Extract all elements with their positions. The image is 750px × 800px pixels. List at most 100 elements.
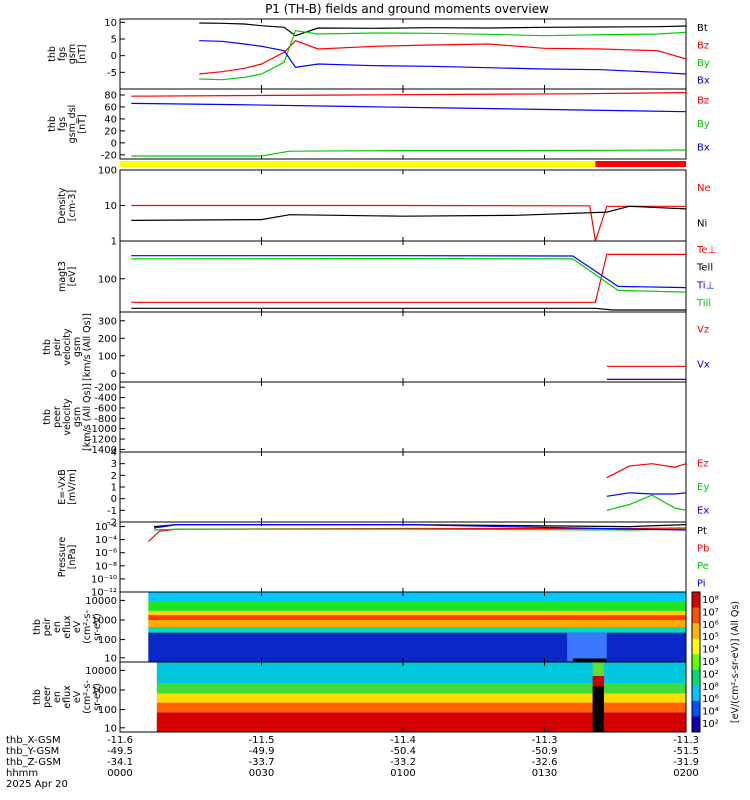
series-line-Pi — [153, 523, 687, 531]
ephemeris-value: -49.9 — [249, 746, 275, 757]
y-axis-label: [eV] — [67, 267, 78, 287]
y-tick-label: 0 — [111, 494, 117, 505]
y-tick-label: -200 — [94, 383, 117, 394]
y-axis-label: gsm — [72, 407, 83, 427]
y-axis-label: peer — [42, 686, 53, 708]
y-axis-label: eflux — [62, 615, 73, 639]
y-tick-label: 100 — [98, 166, 117, 177]
colorbar-segment — [692, 607, 700, 624]
y-tick-label: 1 — [111, 237, 117, 248]
colorbar-tick-label: 10⁷ — [702, 607, 719, 618]
y-tick-label: 4 — [111, 448, 117, 459]
spectrogram-band — [148, 620, 687, 627]
y-tick-label: -1000 — [88, 424, 117, 435]
ephemeris-row-label: thb_Z-GSM — [6, 757, 61, 768]
y-tick-label: 10⁻¹⁰ — [91, 574, 117, 585]
y-axis-label: thb — [42, 409, 53, 425]
colorbar-segment — [692, 685, 700, 702]
ephemeris-value: -51.5 — [673, 746, 699, 757]
y-tick-label: -2 — [107, 518, 117, 529]
y-axis-label: Density — [57, 187, 68, 223]
y-tick-label: 10000 — [85, 596, 117, 607]
panel-peir-velocity: 300 200 100 0 Vz Vx thb peir velocity gsm [km/s (A… — [42, 311, 710, 383]
legend-entry: By — [697, 119, 710, 130]
y-axis-label: (cm²-s- — [82, 680, 93, 714]
y-axis-label: velocity — [62, 398, 73, 436]
y-axis-label: peir — [52, 338, 63, 357]
series-line-Ne — [131, 204, 686, 242]
y-axis-label: [km/s (All Qs)] — [82, 313, 93, 381]
colorbar-segment — [692, 623, 700, 640]
y-axis-label: thb — [47, 46, 58, 62]
ephemeris-value: -33.7 — [249, 757, 275, 768]
y-axis-label: E=-VxB — [57, 469, 68, 504]
y-tick-label: 1000 — [92, 616, 117, 627]
y-tick-label: 100 — [98, 274, 117, 285]
series-line-Bx — [199, 40, 687, 75]
panel-peer-spectrogram: 10000 1000 100 10 thb peer en eflux eV (cm²-s-sr-… — [32, 661, 687, 734]
legend-entry: Ti⊥ — [696, 280, 714, 291]
legend-entry: Ex — [697, 505, 709, 516]
colorbar-tick-label: 10² — [702, 669, 719, 680]
spectrogram-band — [156, 683, 687, 694]
y-tick-label: -400 — [94, 393, 117, 404]
panel-temperature: 100 Te⊥ Tell Ti⊥ Till magt3 [eV] — [57, 240, 716, 313]
y-axis-label: gsm — [72, 337, 83, 357]
ephemeris-value: 0130 — [532, 768, 557, 779]
spectrogram-band — [156, 702, 687, 713]
panel-frame — [119, 88, 687, 160]
ephemeris-value: -34.1 — [107, 757, 133, 768]
ephemeris-row-label: 2025 Apr 20 — [6, 779, 68, 790]
panel-fgs: 10 5 0 -5 Bt Bz By Bx thb fgs gsm [nT] — [47, 18, 710, 90]
series-line-Pe — [153, 528, 687, 531]
spectrogram-band — [148, 610, 687, 616]
series-line-Bz — [131, 92, 687, 97]
panel-frame — [119, 381, 687, 453]
panel-pressure: 10⁻² 10⁻⁴ 10⁻⁶ 10⁻⁸ 10⁻¹⁰ 10⁻¹² Pt Pb Pe Pi Pressu… — [57, 521, 709, 599]
quality-bar-yellow — [120, 161, 596, 167]
panel-peer-velocity: -200-400-600-800-1000-1200-1400 thb peer ve… — [42, 381, 687, 456]
series-line-Till — [131, 257, 687, 293]
legend-entry: Ey — [697, 482, 709, 493]
legend-entry: By — [697, 58, 710, 69]
panel-frame — [119, 521, 687, 593]
spectrogram-band — [148, 627, 687, 633]
y-tick-label: 10⁻⁶ — [95, 548, 117, 559]
y-axis-label: [cm-3] — [67, 190, 78, 221]
colorbar-tick-label: 10⁸ — [702, 682, 719, 693]
chart-title: P1 (TH-B) fields and ground moments over… — [265, 2, 549, 16]
spectrogram-band — [148, 615, 687, 620]
ephemeris-value: -31.9 — [673, 757, 699, 768]
colorbar-segment — [692, 592, 700, 609]
colorbar-tick-label: 10⁴ — [702, 707, 719, 718]
series-line-Bz — [199, 40, 687, 75]
ephemeris-row-label: thb_Y-GSM — [6, 746, 59, 757]
colorbar: 10⁸10⁷10⁶10⁵10⁴10³10²10⁸10⁶10⁴10²[eV/(cm… — [691, 591, 741, 733]
y-axis-label: eV — [72, 620, 83, 633]
colorbar-label: [eV/(cm²-s-sr-eV)] (All Qs) — [730, 601, 741, 723]
y-axis-label: eV — [72, 690, 83, 703]
y-tick-label: -1200 — [88, 435, 117, 446]
y-tick-label: 20 — [104, 126, 117, 137]
series-line-Ez — [606, 463, 687, 479]
spectrogram-band — [156, 662, 687, 683]
series-line-Ey — [606, 494, 687, 511]
spectrogram-band — [156, 712, 687, 732]
ephemeris-value: 0000 — [107, 768, 132, 779]
y-tick-label: 0 — [111, 138, 117, 149]
spectrogram-band — [567, 632, 607, 662]
spectrogram-band — [148, 592, 687, 602]
y-axis-label: peer — [52, 406, 63, 428]
colorbar-tick-label: 10² — [702, 719, 719, 730]
legend-entry: Bx — [697, 142, 710, 153]
colorbar-tick-label: 10⁴ — [702, 645, 719, 656]
spectrogram-band — [156, 693, 687, 703]
ephemeris-value: -11.3 — [532, 735, 558, 746]
legend-entry: Bz — [697, 96, 709, 107]
y-axis-label: peir — [42, 618, 53, 637]
y-axis-label: [mV/m] — [67, 469, 78, 505]
y-axis-label: thb — [32, 619, 43, 635]
colorbar-segment — [692, 638, 700, 655]
